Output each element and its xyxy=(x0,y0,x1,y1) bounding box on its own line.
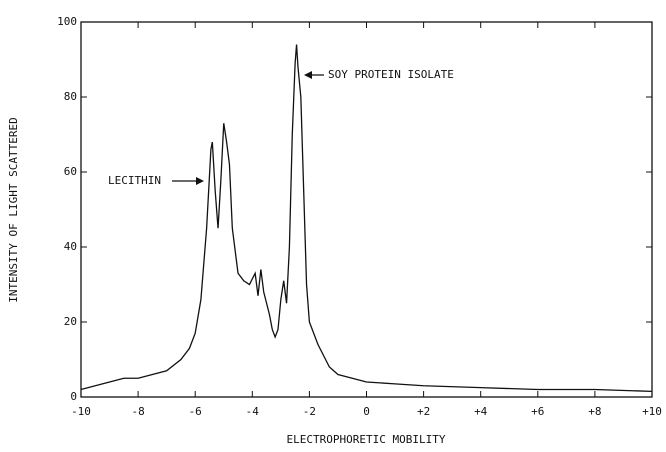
y-tick-label: 0 xyxy=(70,390,77,403)
x-tick-label: 0 xyxy=(363,405,370,418)
y-tick-label: 80 xyxy=(64,90,77,103)
y-tick-label: 20 xyxy=(64,315,77,328)
x-tick-label: +6 xyxy=(531,405,544,418)
annotation: LECITHIN xyxy=(108,174,161,187)
y-tick-label: 100 xyxy=(57,15,77,28)
y-tick-label: 40 xyxy=(64,240,77,253)
x-tick-label: +4 xyxy=(474,405,488,418)
x-tick-label: -10 xyxy=(71,405,91,418)
annotation-arrowhead xyxy=(304,71,312,79)
data-line xyxy=(80,44,653,393)
x-tick-label: -2 xyxy=(303,405,316,418)
annotation-arrowhead xyxy=(196,177,204,185)
x-tick-label: -4 xyxy=(246,405,260,418)
x-tick-label: -6 xyxy=(189,405,202,418)
x-tick-label: +10 xyxy=(642,405,662,418)
x-axis-label: ELECTROPHORETIC MOBILITY xyxy=(287,433,446,446)
annotation: SOY PROTEIN ISOLATE xyxy=(328,68,454,81)
x-tick-label: +2 xyxy=(417,405,430,418)
y-tick-label: 60 xyxy=(64,165,77,178)
x-tick-label: -8 xyxy=(131,405,144,418)
x-tick-label: +8 xyxy=(588,405,601,418)
y-axis-label: INTENSITY OF LIGHT SCATTERED xyxy=(7,117,20,302)
